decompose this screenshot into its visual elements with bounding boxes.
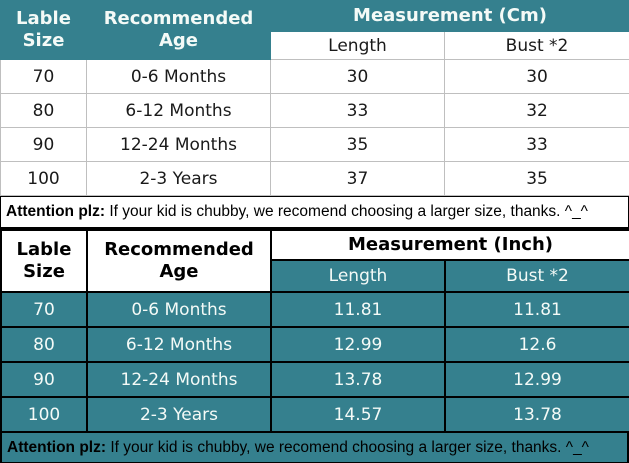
attention-note-inch: Attention plz: If your kid is chubby, we… <box>0 431 629 463</box>
bust-cell: 30 <box>443 59 629 94</box>
cm-header-bust: Bust *2 <box>443 31 629 60</box>
size-cell: 90 <box>0 361 88 398</box>
age-cell: 2-3 Years <box>86 396 272 433</box>
table-row: 80 6-12 Months 33 32 <box>0 93 629 128</box>
length-cell: 30 <box>270 59 445 94</box>
size-cell: 70 <box>0 59 87 94</box>
age-cell: 12-24 Months <box>86 127 271 162</box>
inch-header-length: Length <box>270 259 446 293</box>
size-cell: 70 <box>0 291 88 328</box>
table-row: 90 12-24 Months 13.78 12.99 <box>0 361 629 398</box>
inch-header-measurement: Measurement (Inch) <box>269 229 629 261</box>
age-cell: 12-24 Months <box>86 361 272 398</box>
attention-note-cm: Attention plz: If your kid is chubby, we… <box>0 196 629 229</box>
age-cell: 6-12 Months <box>86 326 272 363</box>
age-cell: 6-12 Months <box>86 93 271 128</box>
size-cell: 90 <box>0 127 87 162</box>
bust-cell: 11.81 <box>443 291 629 328</box>
length-cell: 37 <box>270 161 445 196</box>
table-row: 90 12-24 Months 35 33 <box>0 127 629 162</box>
bust-cell: 35 <box>443 161 629 196</box>
inch-header-label-size: Lable Size <box>0 229 88 293</box>
length-cell: 33 <box>270 93 445 128</box>
cm-header-measurement: Measurement (Cm) <box>269 0 629 32</box>
bust-cell: 33 <box>443 127 629 162</box>
bust-cell: 12.6 <box>443 326 629 363</box>
bust-cell: 12.99 <box>443 361 629 398</box>
table-row: 80 6-12 Months 12.99 12.6 <box>0 326 629 363</box>
attention-note-label: Attention plz: <box>6 203 106 220</box>
table-row: 100 2-3 Years 37 35 <box>0 161 629 196</box>
inch-size-table: Lable Size Recommended Age Measurement (… <box>0 229 629 433</box>
bust-cell: 13.78 <box>443 396 629 433</box>
attention-note-text: If your kid is chubby, we recomend choos… <box>106 438 589 456</box>
bust-cell: 32 <box>443 93 629 128</box>
inch-header-bust: Bust *2 <box>443 259 629 293</box>
table-row: 70 0-6 Months 30 30 <box>0 59 629 94</box>
attention-note-text: If your kid is chubby, we recomend choos… <box>105 203 588 220</box>
size-cell: 80 <box>0 93 87 128</box>
age-cell: 0-6 Months <box>86 59 271 94</box>
cm-header-recommended-age: Recommended Age <box>86 0 271 60</box>
attention-note-label: Attention plz: <box>7 438 107 456</box>
length-cell: 13.78 <box>270 361 446 398</box>
age-cell: 0-6 Months <box>86 291 272 328</box>
size-cell: 80 <box>0 326 88 363</box>
size-cell: 100 <box>0 161 87 196</box>
age-cell: 2-3 Years <box>86 161 271 196</box>
table-row: 100 2-3 Years 14.57 13.78 <box>0 396 629 433</box>
cm-header-length: Length <box>270 31 445 60</box>
size-cell: 100 <box>0 396 88 433</box>
length-cell: 12.99 <box>270 326 446 363</box>
cm-size-table: Lable Size Recommended Age Measurement (… <box>0 0 629 196</box>
table-row: 70 0-6 Months 11.81 11.81 <box>0 291 629 328</box>
length-cell: 11.81 <box>270 291 446 328</box>
length-cell: 14.57 <box>270 396 446 433</box>
cm-header-label-size: Lable Size <box>0 0 87 60</box>
inch-header-recommended-age: Recommended Age <box>86 229 272 293</box>
length-cell: 35 <box>270 127 445 162</box>
